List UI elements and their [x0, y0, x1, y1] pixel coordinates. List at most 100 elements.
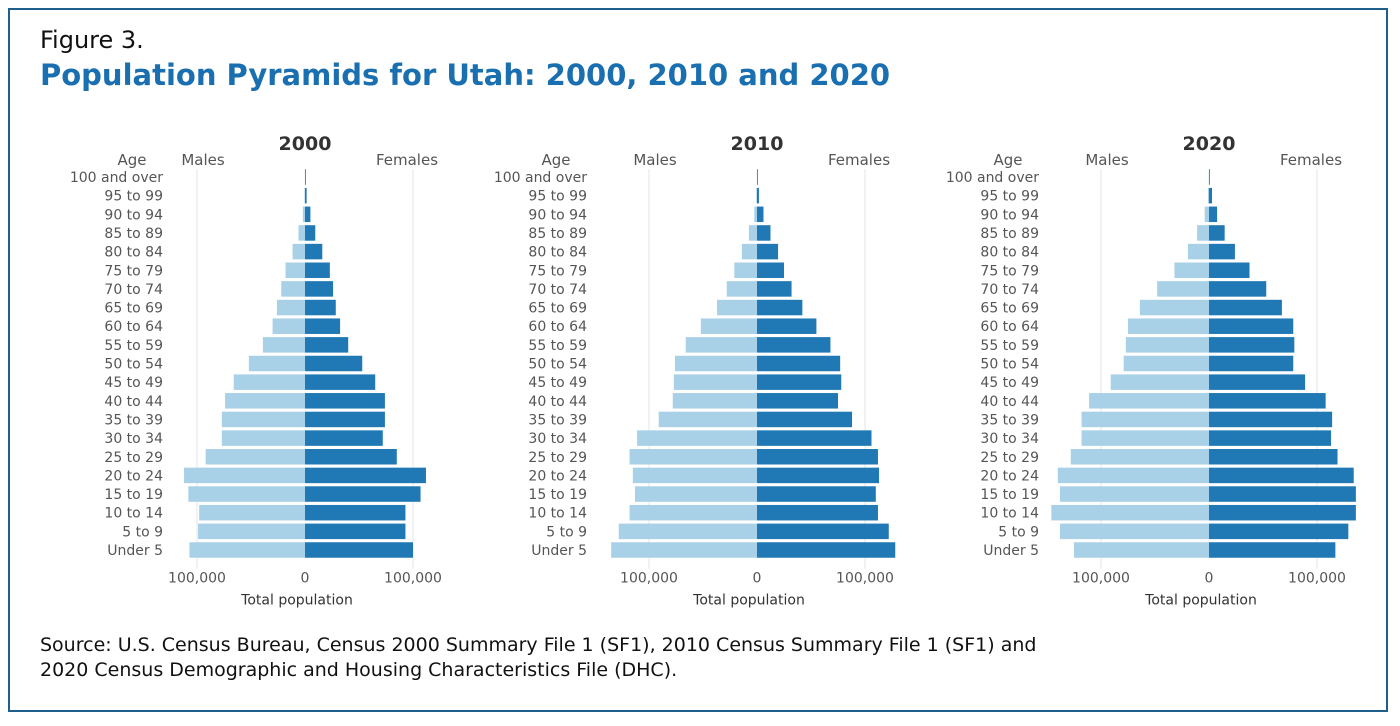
chart-2020-age-label: 30 to 34: [980, 431, 1039, 447]
chart-2020-female-bar: [1209, 225, 1225, 241]
chart-2000-age-label: 5 to 9: [122, 524, 163, 540]
chart-2010-female-bar: [757, 393, 838, 409]
chart-2000-male-bar: [272, 318, 305, 334]
chart-2020-female-bar: [1209, 449, 1338, 465]
chart-2010-x-axis-label: Total population: [692, 593, 805, 609]
chart-2010-age-label: 85 to 89: [528, 226, 587, 242]
chart-2020-x-tick: 100,000: [1072, 571, 1130, 587]
source-note: Source: U.S. Census Bureau, Census 2000 …: [40, 633, 1160, 683]
chart-2010-age-label: 20 to 24: [528, 468, 587, 484]
chart-2000-age-label: 90 to 94: [104, 207, 163, 223]
chart-2020-male-bar: [1074, 542, 1209, 558]
chart-2010-female-bar: [757, 486, 876, 502]
chart-2020-age-label: 50 to 54: [980, 357, 1039, 373]
chart-2010-x-tick: 100,000: [836, 571, 894, 587]
chart-2020-female-bar: [1209, 504, 1356, 521]
chart-2010-female-bar: [757, 281, 792, 297]
chart-2020-age-label: 65 to 69: [980, 301, 1039, 317]
chart-2000-males-label: Males: [181, 151, 225, 169]
chart-2010-male-bar: [658, 411, 757, 428]
chart-2020-females-label: Females: [1280, 151, 1342, 169]
chart-2000-age-label: 100 and over: [70, 170, 163, 186]
chart-2000-x-tick: 100,000: [168, 571, 226, 587]
chart-2010-title: 2010: [731, 133, 784, 155]
chart-2020-age-label: 5 to 9: [998, 524, 1039, 540]
chart-2000-age-label: 25 to 29: [104, 450, 163, 466]
chart-2020-female-bar: [1209, 243, 1235, 260]
chart-2010-female-bar: [757, 355, 841, 372]
chart-2020-female-bar: [1209, 206, 1218, 223]
chart-2000-male-bar: [281, 281, 305, 297]
chart-2000-females-label: Females: [376, 151, 438, 169]
chart-2000-male-bar: [188, 486, 305, 502]
chart-2010-females-label: Females: [828, 151, 890, 169]
chart-2020-x-axis-label: Total population: [1144, 593, 1257, 609]
chart-2020-males-label: Males: [1085, 151, 1129, 169]
chart-2000-female-bar: [305, 523, 406, 540]
chart-2000-female-bar: [305, 449, 397, 465]
chart-2000-female-bar: [305, 318, 341, 334]
chart-2010-female-bar: [757, 243, 779, 260]
chart-2000-x-tick: 100,000: [384, 571, 442, 587]
chart-2010-female-bar: [757, 449, 878, 465]
chart-2020-age-label: 20 to 24: [980, 468, 1039, 484]
chart-2010-x-tick: 100,000: [620, 571, 678, 587]
figure-title: Population Pyramids for Utah: 2000, 2010…: [40, 58, 891, 92]
chart-2020-female-bar: [1209, 169, 1210, 185]
chart-2010-male-bar: [741, 243, 757, 260]
chart-2010-age-label: 90 to 94: [528, 207, 587, 223]
chart-2020-male-bar: [1197, 225, 1209, 241]
chart-2010-age-label: 75 to 79: [528, 263, 587, 279]
chart-2010-male-bar: [717, 299, 757, 316]
chart-2010-age-label: 25 to 29: [528, 450, 587, 466]
chart-2020-female-bar: [1209, 281, 1267, 297]
chart-2010-female-bar: [757, 374, 842, 390]
chart-2000-title: 2000: [279, 133, 332, 155]
chart-2010-male-bar: [700, 318, 757, 334]
chart-2010-age-label: 60 to 64: [528, 319, 587, 335]
chart-2020-age-label: 95 to 99: [980, 189, 1039, 205]
chart-2010-female-bar: [757, 430, 872, 446]
chart-2020-age-label: 85 to 89: [980, 226, 1039, 242]
chart-2000-age-label: 35 to 39: [104, 412, 163, 428]
chart-2010-male-bar: [637, 430, 757, 446]
chart-2000-male-bar: [248, 355, 305, 372]
chart-2010-male-bar: [754, 206, 757, 223]
chart-2000-x-tick: 0: [301, 571, 310, 587]
chart-2010-male-bar: [756, 187, 758, 204]
chart-2020-age-label: 90 to 94: [980, 207, 1039, 223]
chart-2000-male-bar: [276, 299, 305, 316]
chart-2020-x-tick: 0: [1205, 571, 1214, 587]
chart-2000-female-bar: [305, 225, 316, 241]
chart-2010-female-bar: [757, 225, 771, 241]
chart-2010-age-label: 5 to 9: [546, 524, 587, 540]
chart-2020-female-bar: [1209, 523, 1349, 540]
chart-2020-male-bar: [1174, 262, 1209, 278]
chart-2000-age-label: 10 to 14: [104, 506, 163, 522]
chart-2020-age-label: 25 to 29: [980, 450, 1039, 466]
chart-2020-male-bar: [1059, 486, 1209, 502]
chart-2000-male-bar: [189, 542, 305, 558]
chart-2020-male-bar: [1059, 523, 1209, 540]
chart-2020-male-bar: [1089, 393, 1209, 409]
chart-2000-age-label: 50 to 54: [104, 357, 163, 373]
chart-2000-age-label: 70 to 74: [104, 282, 163, 298]
chart-2010-x-tick: 0: [753, 571, 762, 587]
chart-2010-age-label: 70 to 74: [528, 282, 587, 298]
chart-2000-female-bar: [305, 206, 311, 223]
chart-2010-age-label: 35 to 39: [528, 412, 587, 428]
chart-2020-female-bar: [1209, 542, 1336, 558]
chart-2020-male-bar: [1070, 449, 1209, 465]
chart-2010-female-bar: [757, 187, 759, 204]
chart-2020-male-bar: [1123, 355, 1209, 372]
chart-2000-age-label: 75 to 79: [104, 263, 163, 279]
chart-2010-female-bar: [757, 467, 880, 484]
chart-2020-age-label: 55 to 59: [980, 338, 1039, 354]
chart-2020-age-label: 60 to 64: [980, 319, 1039, 335]
chart-2010-female-bar: [757, 299, 803, 316]
chart-2020-age-label: 40 to 44: [980, 394, 1039, 410]
chart-2020-male-bar: [1081, 411, 1209, 428]
chart-2020-female-bar: [1209, 393, 1326, 409]
chart-2000-female-bar: [305, 430, 383, 446]
